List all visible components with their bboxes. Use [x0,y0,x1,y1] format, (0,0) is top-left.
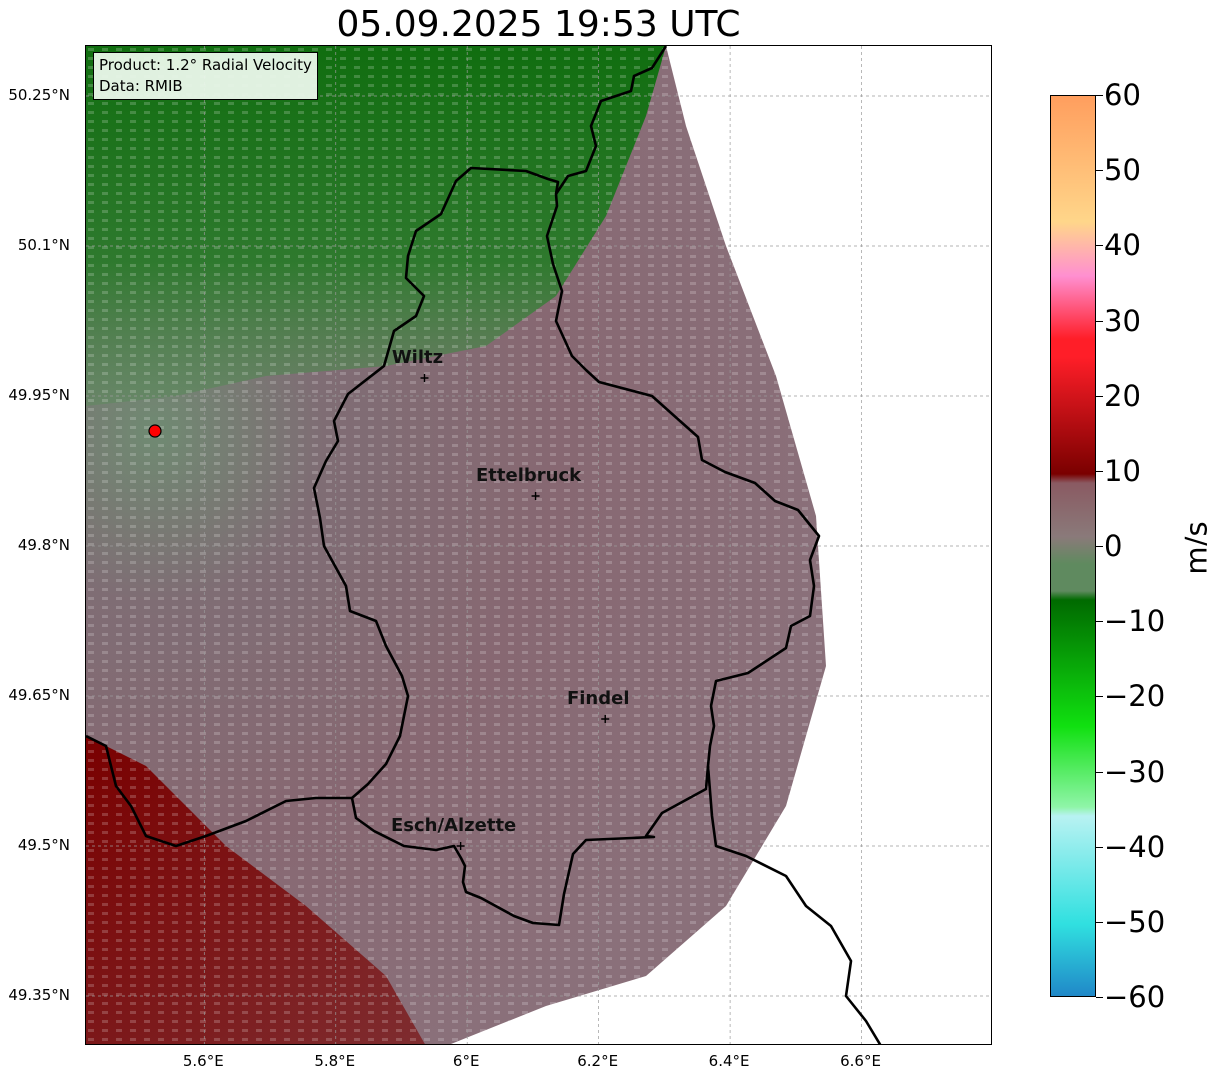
colorbar-tick-label: −40 [1104,829,1166,864]
info-box: Product: 1.2° Radial Velocity Data: RMIB [93,52,318,100]
colorbar-tick-label: 20 [1104,378,1141,413]
radar-map [85,45,992,1045]
colorbar-tick-label: −60 [1104,980,1166,1014]
city-label: Wiltz [391,347,444,368]
colorbar-tick-label: 10 [1104,453,1141,488]
germany-border [554,46,668,195]
colorbar-tick-label: 40 [1104,228,1141,263]
colorbar-tick-mark [1096,470,1103,472]
city-marker [601,715,610,723]
colorbar-tick-mark [1096,170,1103,172]
colorbar [1050,95,1096,997]
lat-tick-label: 50.25°N [8,86,70,104]
colorbar-tick-label: −50 [1104,904,1166,939]
lat-tick-label: 50.1°N [17,236,70,254]
lon-tick-label: 6.6°E [840,1052,881,1070]
city-label: Findel [566,688,630,709]
colorbar-tick-label: 50 [1104,153,1141,188]
luxembourg-border [312,166,821,927]
city-marker [420,374,429,382]
data-source-label: Data: RMIB [99,77,183,95]
city-marker [531,492,540,500]
radar-velocity-field [86,46,991,1044]
city-markers [420,374,610,850]
colorbar-tick-label: 30 [1104,303,1141,338]
colorbar-tick-label: −30 [1104,754,1166,789]
colorbar-unit-label: m/s [1179,521,1207,575]
colorbar-tick-mark [1096,546,1103,547]
lat-tick-label: 49.5°N [17,836,70,854]
lat-tick-label: 49.65°N [8,686,70,704]
colorbar-tick-mark [1096,696,1103,698]
product-label: Product: 1.2° Radial Velocity [99,56,312,74]
colorbar-tick-mark [1096,395,1103,397]
lon-tick-label: 5.8°E [314,1052,356,1070]
map-title: 05.09.2025 19:53 UTC [336,4,741,45]
colorbar-tick-mark [1096,320,1103,322]
city-marker [456,842,465,850]
lon-tick-label: 6.4°E [708,1052,750,1070]
colorbar-tick-mark [1096,771,1103,773]
colorbar-tick-label: −20 [1104,679,1166,714]
colorbar-tick-mark [1096,997,1103,998]
city-label: Ettelbruck [475,465,582,486]
colorbar-tick-label: 60 [1104,78,1141,112]
colorbar-tick-label: 0 [1104,529,1123,563]
colorbar-tick-mark [1096,621,1103,623]
radar-site-marker [148,424,162,438]
country-borders [86,46,882,1044]
colorbar-tick-mark [1096,921,1103,923]
lat-tick-label: 49.35°N [8,986,70,1004]
colorbar-tick-mark [1096,95,1103,96]
city-label: Esch/Alzette [390,815,517,836]
france-border [86,734,352,848]
colorbar-tick-mark [1096,846,1103,848]
germany-border-south [706,765,882,1044]
colorbar-tick-mark [1096,245,1103,247]
lat-tick-label: 49.8°N [17,536,70,554]
colorbar-tick-label: −10 [1104,604,1166,639]
lon-tick-label: 6°E [452,1052,480,1070]
lat-tick-label: 49.95°N [8,386,70,404]
lon-tick-label: 5.6°E [182,1052,224,1070]
lon-tick-label: 6.2°E [577,1052,619,1070]
